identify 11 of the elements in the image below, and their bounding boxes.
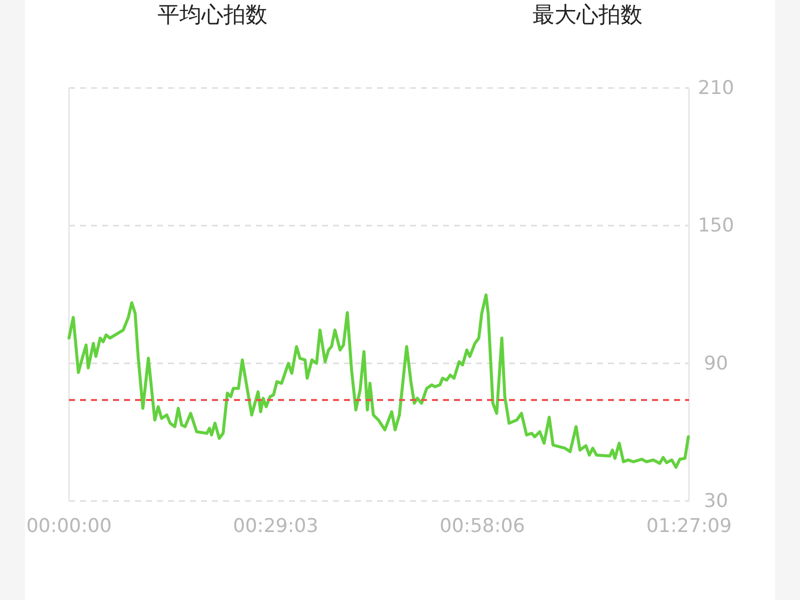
- y-tick-label: 210: [698, 77, 734, 99]
- text: 最大心拍数: [532, 3, 642, 28]
- x-tick-label: 00:00:00: [26, 515, 112, 537]
- y-tick-label: 90: [704, 352, 728, 374]
- x-tick-label: 00:29:03: [233, 515, 318, 537]
- x-tick-label: 01:27:09: [646, 515, 732, 537]
- y-tick-label: 150: [698, 214, 734, 237]
- x-tick-label: 00:58:06: [440, 515, 525, 537]
- text: 平均心拍数: [158, 3, 268, 28]
- line-series: [68, 293, 690, 469]
- y-tick-label: 30: [704, 490, 728, 512]
